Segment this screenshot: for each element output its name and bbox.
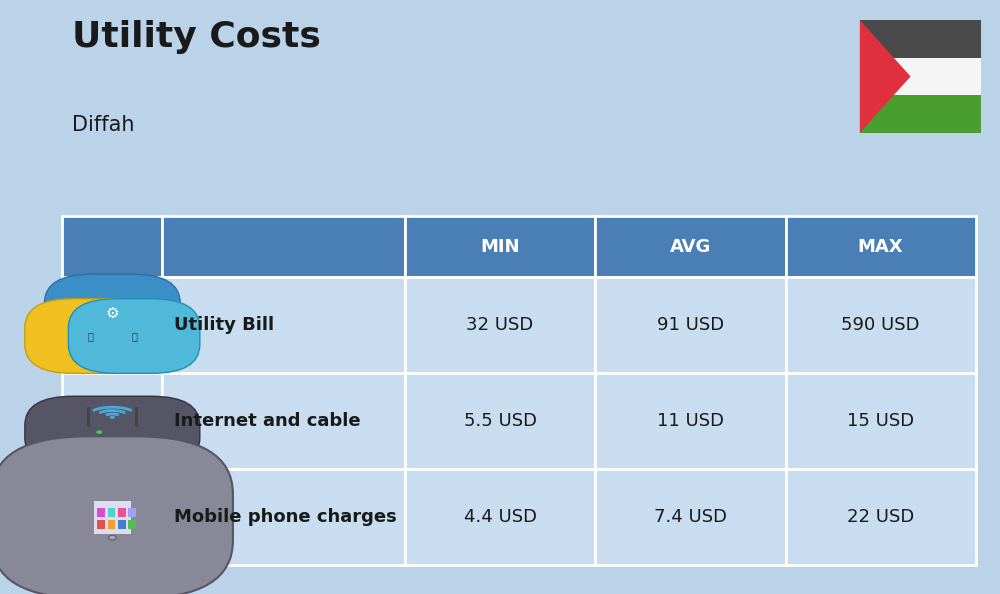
Text: 5.5 USD: 5.5 USD xyxy=(464,412,537,430)
Text: 🔌: 🔌 xyxy=(88,331,94,341)
Text: Mobile phone charges: Mobile phone charges xyxy=(174,508,397,526)
Bar xyxy=(94,501,131,534)
Text: 7.4 USD: 7.4 USD xyxy=(654,508,727,526)
Text: Utility Bill: Utility Bill xyxy=(174,316,274,334)
Bar xyxy=(62,277,162,373)
Bar xyxy=(128,508,136,517)
FancyBboxPatch shape xyxy=(0,437,233,594)
Bar xyxy=(786,469,976,565)
Bar xyxy=(860,95,981,132)
Text: Internet and cable: Internet and cable xyxy=(174,412,361,430)
Bar xyxy=(118,520,126,529)
Bar xyxy=(162,373,405,469)
Bar xyxy=(595,216,786,277)
Bar xyxy=(786,216,976,277)
Text: 15 USD: 15 USD xyxy=(847,412,914,430)
Bar xyxy=(860,58,981,95)
Bar xyxy=(786,373,976,469)
Bar xyxy=(118,508,126,517)
Bar xyxy=(108,508,115,517)
Bar xyxy=(97,508,105,517)
Text: MAX: MAX xyxy=(858,238,903,255)
Text: 22 USD: 22 USD xyxy=(847,508,914,526)
Polygon shape xyxy=(860,20,911,132)
Text: 4.4 USD: 4.4 USD xyxy=(464,508,537,526)
Bar xyxy=(62,216,162,277)
Bar xyxy=(405,277,595,373)
Circle shape xyxy=(110,416,115,419)
Bar xyxy=(162,277,405,373)
Text: Utility Costs: Utility Costs xyxy=(72,20,321,54)
Text: 💧: 💧 xyxy=(131,331,137,341)
Bar xyxy=(97,520,105,529)
Bar xyxy=(162,216,405,277)
Bar xyxy=(162,469,405,565)
Bar xyxy=(595,469,786,565)
Bar xyxy=(128,520,136,529)
Bar xyxy=(405,373,595,469)
Circle shape xyxy=(96,430,102,434)
Bar xyxy=(595,277,786,373)
Text: 91 USD: 91 USD xyxy=(657,316,724,334)
Text: MIN: MIN xyxy=(480,238,520,255)
FancyBboxPatch shape xyxy=(68,299,200,374)
Text: 32 USD: 32 USD xyxy=(466,316,534,334)
Text: 11 USD: 11 USD xyxy=(657,412,724,430)
Bar xyxy=(405,469,595,565)
Text: ⚙: ⚙ xyxy=(106,306,119,321)
Bar xyxy=(62,469,162,565)
Bar xyxy=(786,277,976,373)
FancyBboxPatch shape xyxy=(44,274,180,353)
Bar xyxy=(595,373,786,469)
Bar xyxy=(62,373,162,469)
Bar xyxy=(108,520,115,529)
Text: 590 USD: 590 USD xyxy=(841,316,920,334)
Text: AVG: AVG xyxy=(670,238,711,255)
Bar xyxy=(405,216,595,277)
FancyBboxPatch shape xyxy=(25,299,156,374)
Circle shape xyxy=(108,535,116,540)
FancyBboxPatch shape xyxy=(25,396,200,467)
Bar xyxy=(860,20,981,58)
Text: Diffah: Diffah xyxy=(72,115,135,135)
